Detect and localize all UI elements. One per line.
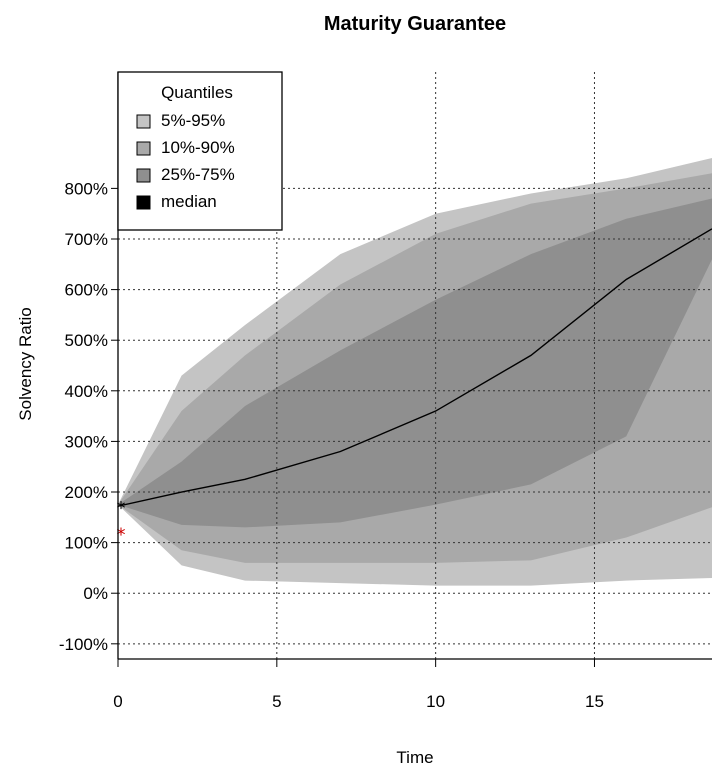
x-tick-label: 10 (426, 692, 445, 711)
legend-swatch (136, 114, 151, 129)
y-tick-label: 700% (65, 230, 108, 249)
legend-item-label: 5%-95% (161, 111, 225, 130)
x-axis-label: Time (396, 748, 433, 765)
median-line (117, 228, 712, 507)
legend: Quantiles 5%-95% 10%-90% 25%-75% median (117, 71, 283, 231)
y-tick-label: 400% (65, 382, 108, 401)
legend-item-label: 10%-90% (161, 138, 235, 157)
y-tick-label: 0% (83, 584, 108, 603)
x-tick-label: 0 (113, 692, 122, 711)
y-axis-label: Solvency Ratio (16, 307, 35, 420)
quantile-bands (118, 158, 712, 586)
band-25-to-75 (118, 198, 712, 528)
start-marker: * (117, 498, 126, 519)
x-tick-label: 15 (585, 692, 604, 711)
grid-lines (118, 72, 712, 659)
legend-swatch (136, 141, 151, 156)
initial-value-marker: * (117, 524, 126, 545)
y-tick-label: 100% (65, 534, 108, 553)
median-series (117, 228, 712, 507)
legend-swatch (136, 195, 151, 210)
legend-item-label: median (161, 192, 217, 211)
markers: ** (117, 498, 126, 545)
x-tick-label: 5 (272, 692, 281, 711)
y-tick-label: 200% (65, 483, 108, 502)
y-tick-label: 500% (65, 331, 108, 350)
legend-item-label: 25%-75% (161, 165, 235, 184)
y-tick-label: 300% (65, 432, 108, 451)
legend-title: Quantiles (161, 83, 233, 102)
legend-swatch (136, 168, 151, 183)
chart-title: Maturity Guarantee (324, 13, 506, 35)
y-tick-label: 800% (65, 179, 108, 198)
y-tick-label: -100% (59, 635, 108, 654)
y-tick-label: 600% (65, 281, 108, 300)
